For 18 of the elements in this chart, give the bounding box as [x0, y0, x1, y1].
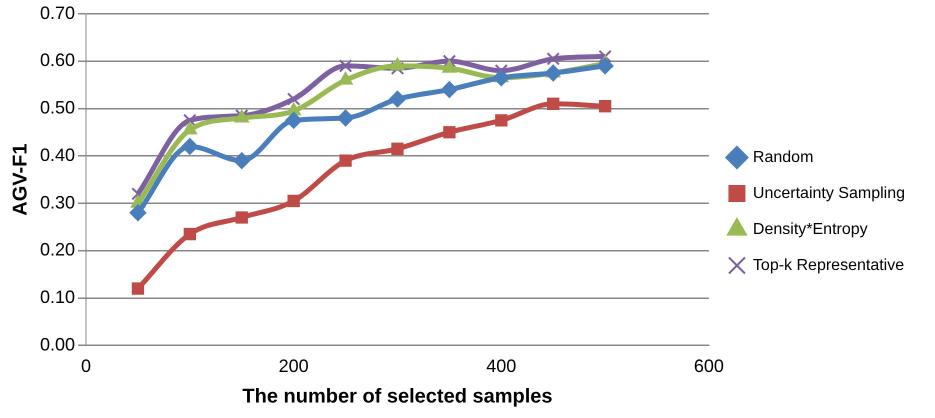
legend-label: Uncertainty Sampling — [752, 184, 906, 202]
x-tick-label: 400 — [486, 356, 516, 376]
x-tick-label: 200 — [278, 356, 309, 376]
legend-label: Top-k Representative — [752, 256, 904, 274]
y-tick-label: 0.50 — [40, 98, 76, 118]
y-tick-label: 0.30 — [40, 192, 76, 212]
x-tick-label: 600 — [694, 356, 724, 376]
y-axis-title: AGV-F1 — [10, 143, 32, 216]
y-tick-label: 0.60 — [40, 50, 76, 70]
x-tick-label: 0 — [81, 356, 92, 376]
x-axis-title: The number of selected samples — [242, 386, 553, 408]
y-tick-label: 0.40 — [40, 144, 76, 165]
legend-label: Random — [752, 148, 814, 166]
y-tick-label: 0.20 — [40, 240, 76, 260]
y-tick-label: 0.10 — [40, 286, 76, 307]
legend-label: Density*Entropy — [752, 220, 868, 238]
y-tick-label: 0.00 — [40, 334, 76, 354]
y-tick-label: 0.70 — [40, 2, 76, 23]
